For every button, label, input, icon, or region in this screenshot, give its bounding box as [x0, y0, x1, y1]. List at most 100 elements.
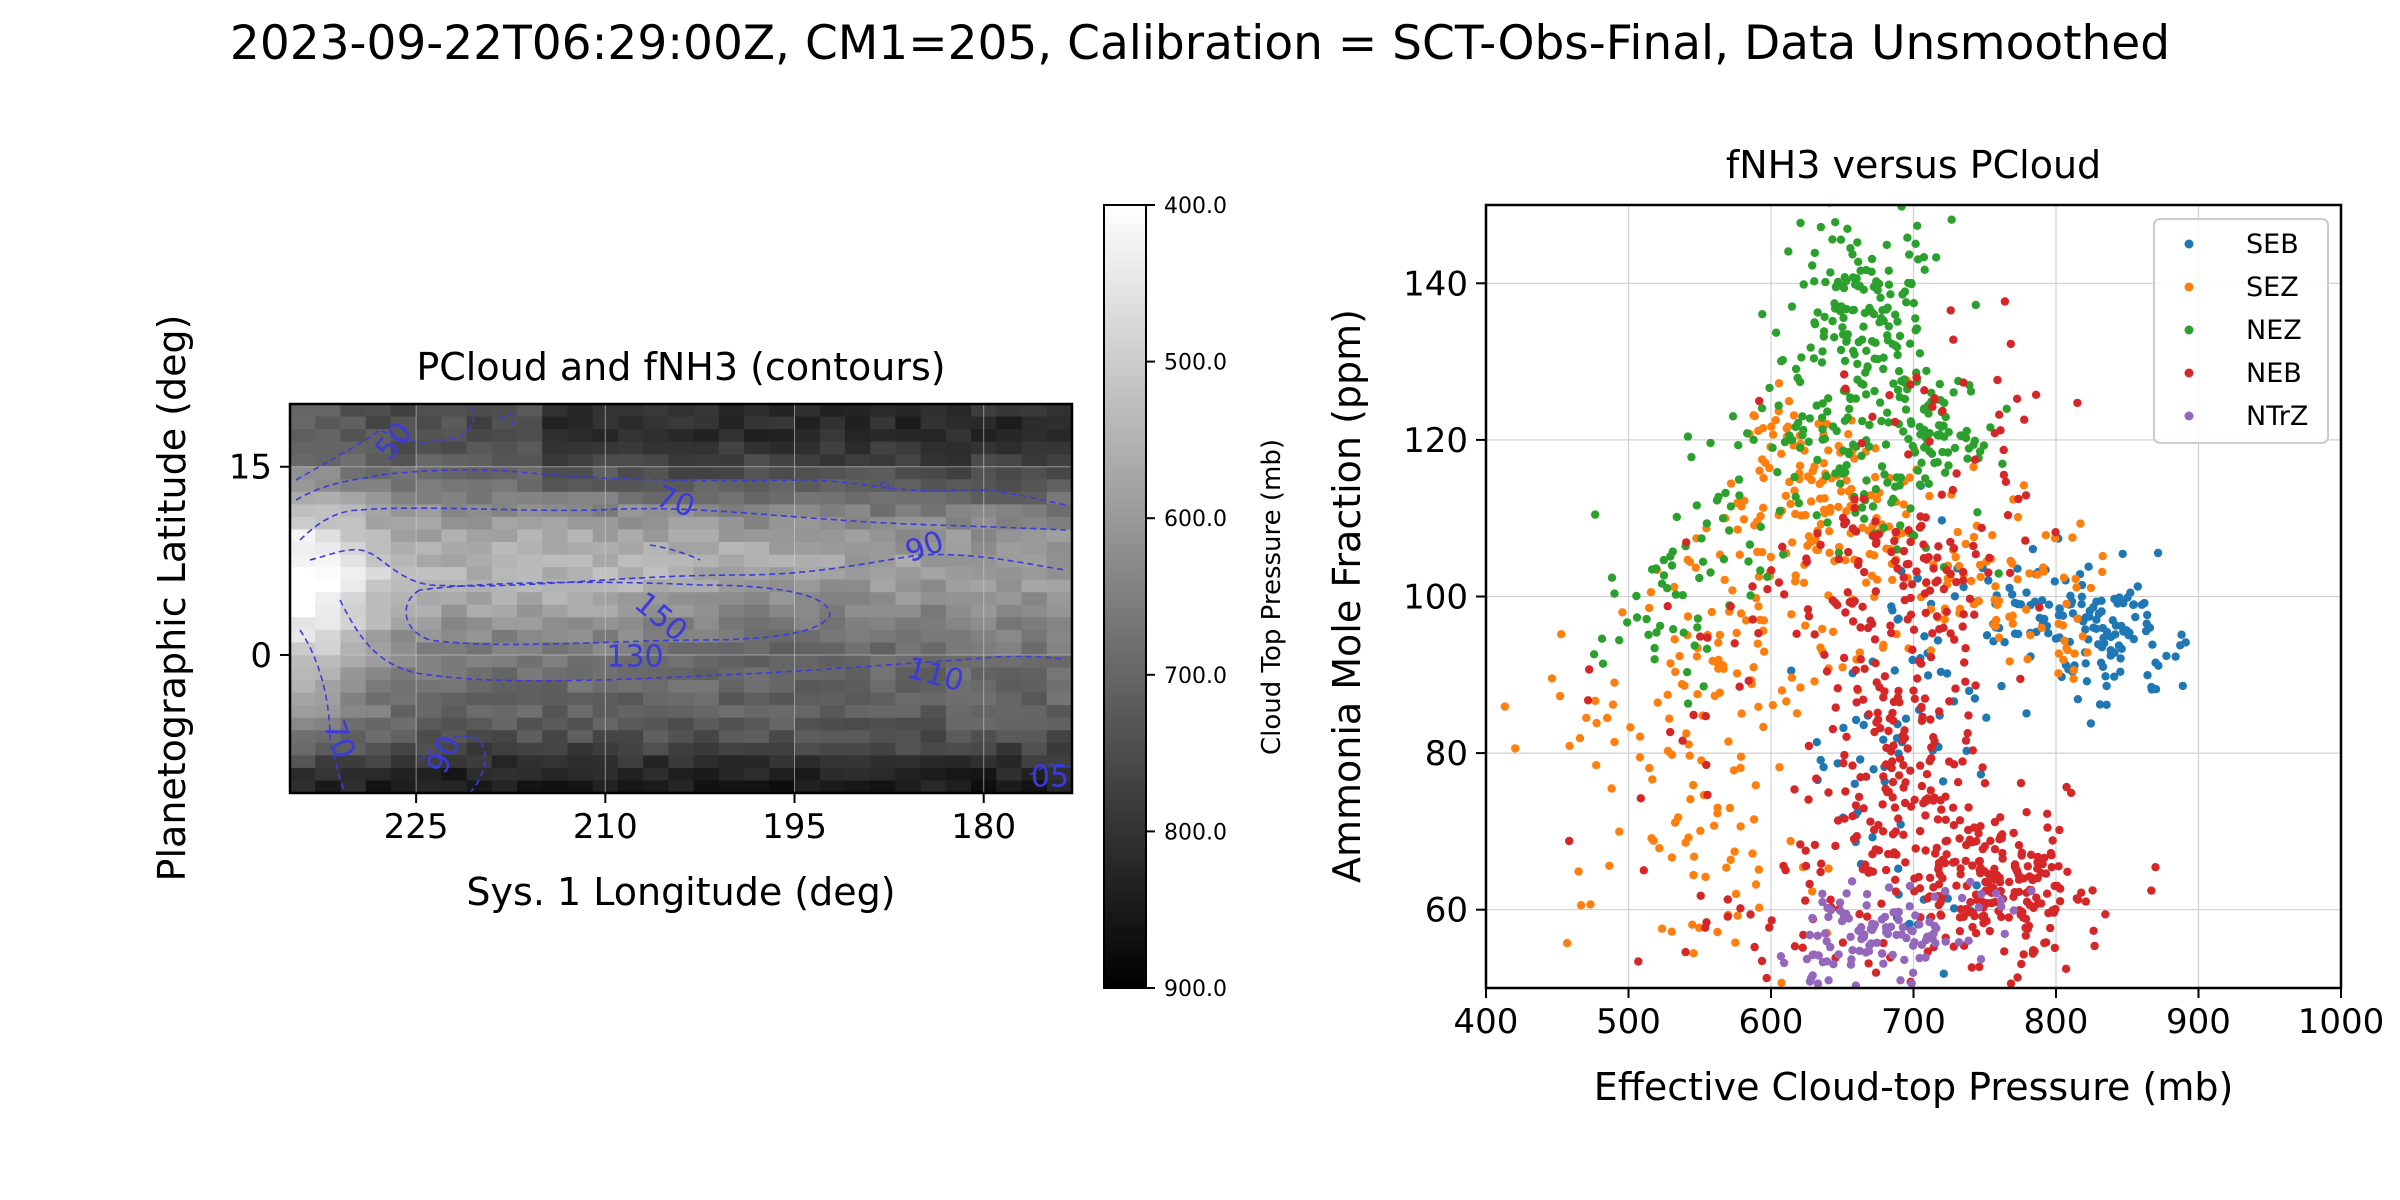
heatmap-cell [340, 617, 367, 631]
heatmap-cell [567, 454, 594, 468]
heatmap-cell [517, 441, 543, 455]
heatmap-cell [920, 579, 947, 593]
contour-line [309, 548, 1067, 587]
scatter-point [1748, 615, 1757, 624]
heatmap-cell [844, 404, 871, 418]
scatter-point [1884, 883, 1894, 892]
scatter-point [1787, 435, 1797, 445]
scatter-point [1879, 735, 1888, 744]
heatmap-cell [517, 491, 543, 505]
scatter-point [1926, 715, 1935, 724]
heatmap-cell [996, 642, 1023, 656]
scatter-point [1873, 708, 1882, 717]
scatter-point [1916, 512, 1925, 521]
heatmap-cell [819, 454, 846, 468]
scatter-point [1789, 411, 1799, 420]
heatmap-cell [517, 579, 543, 593]
scatter-point [1938, 777, 1948, 786]
scatter-point [1844, 430, 1853, 439]
heatmap-cell [920, 680, 947, 694]
heatmap-cell [643, 604, 669, 618]
heatmap-cell [718, 654, 745, 669]
scatter-point [1797, 353, 1806, 362]
scatter-point [1999, 445, 2008, 455]
scatter-point [1667, 853, 1677, 862]
heatmap-cell [744, 454, 770, 468]
scatter-point [1767, 916, 1776, 925]
scatter-point [2083, 648, 2092, 657]
heatmap-cell [769, 767, 796, 782]
scatter-point [1858, 416, 1867, 426]
heatmap-cell [340, 491, 367, 505]
scatter-point [1843, 588, 1853, 597]
scatter-point [2102, 681, 2111, 691]
heatmap-cell [844, 516, 871, 531]
scatter-point [1741, 616, 1751, 625]
heatmap-cell [744, 504, 770, 518]
scatter-point [1979, 918, 1988, 928]
heatmap-cell [567, 592, 594, 606]
scatter-point [2042, 889, 2052, 898]
scatter-point [2051, 634, 2061, 643]
scatter-point [1840, 356, 1850, 366]
scatter-point [1982, 713, 1991, 722]
heatmap-cell [844, 780, 871, 793]
heatmap-cell [996, 667, 1023, 681]
heatmap-cell [441, 742, 468, 756]
scatter-point [1887, 547, 1896, 557]
scatter-point [1860, 514, 1869, 523]
scatter-point [1757, 956, 1767, 966]
heatmap-cell [542, 567, 569, 581]
heatmap-cell [466, 516, 493, 531]
scatter-point [1921, 811, 1930, 820]
heatmap-cell [542, 416, 569, 430]
heatmap-cell [643, 466, 669, 480]
scatter-point [1922, 935, 1931, 945]
heatmap-cell [365, 516, 392, 531]
scatter-point [1892, 342, 1902, 352]
heatmap-cell [466, 454, 493, 468]
scatter-point [1930, 395, 1939, 405]
scatter-point [1853, 684, 1862, 694]
scatter-point [1962, 746, 1971, 756]
scatter-point [1970, 694, 1980, 703]
heatmap-cell [895, 567, 922, 581]
heatmap-cell [819, 429, 846, 443]
scatter-point [1928, 629, 1937, 638]
scatter-point [1882, 743, 1891, 752]
scatter-point [2044, 629, 2053, 638]
heatmap-cell [491, 441, 518, 455]
scatter-point [1684, 833, 1693, 842]
scatter-point [1678, 591, 1688, 600]
scatter-point [2098, 623, 2107, 633]
heatmap-cell [920, 717, 947, 731]
heatmap-cell [895, 767, 922, 782]
heatmap-cell [491, 466, 518, 480]
heatmap-cell [819, 542, 846, 556]
heatmap-cell [920, 479, 947, 493]
heatmap-cell [340, 404, 367, 418]
heatmap-cell [1021, 404, 1048, 418]
heatmap-cell [693, 491, 720, 505]
scatter-point [1895, 331, 1905, 341]
scatter-point [1980, 779, 1990, 788]
heatmap-cell [390, 504, 417, 518]
heatmap-cell [567, 466, 594, 480]
heatmap-cell [441, 767, 468, 782]
scatter-point [1813, 308, 1822, 317]
heatmap-cell [794, 416, 821, 430]
scatter-point [1909, 531, 1919, 540]
scatter-point [1880, 470, 1889, 479]
heatmap-cell [390, 730, 417, 744]
scatter-point [1689, 949, 1698, 958]
scatter-point [2002, 404, 2011, 413]
scatter-point [1799, 930, 1808, 940]
heatmap-cell [819, 680, 846, 694]
scatter-xlabel: Effective Cloud-top Pressure (mb) [1594, 1065, 2234, 1109]
scatter-point [1650, 655, 1659, 664]
scatter-point [2046, 923, 2055, 933]
scatter-point [1977, 523, 1986, 533]
scatter-point [1736, 609, 1746, 618]
scatter-point [1632, 613, 1642, 622]
heatmap-cell [844, 767, 871, 782]
